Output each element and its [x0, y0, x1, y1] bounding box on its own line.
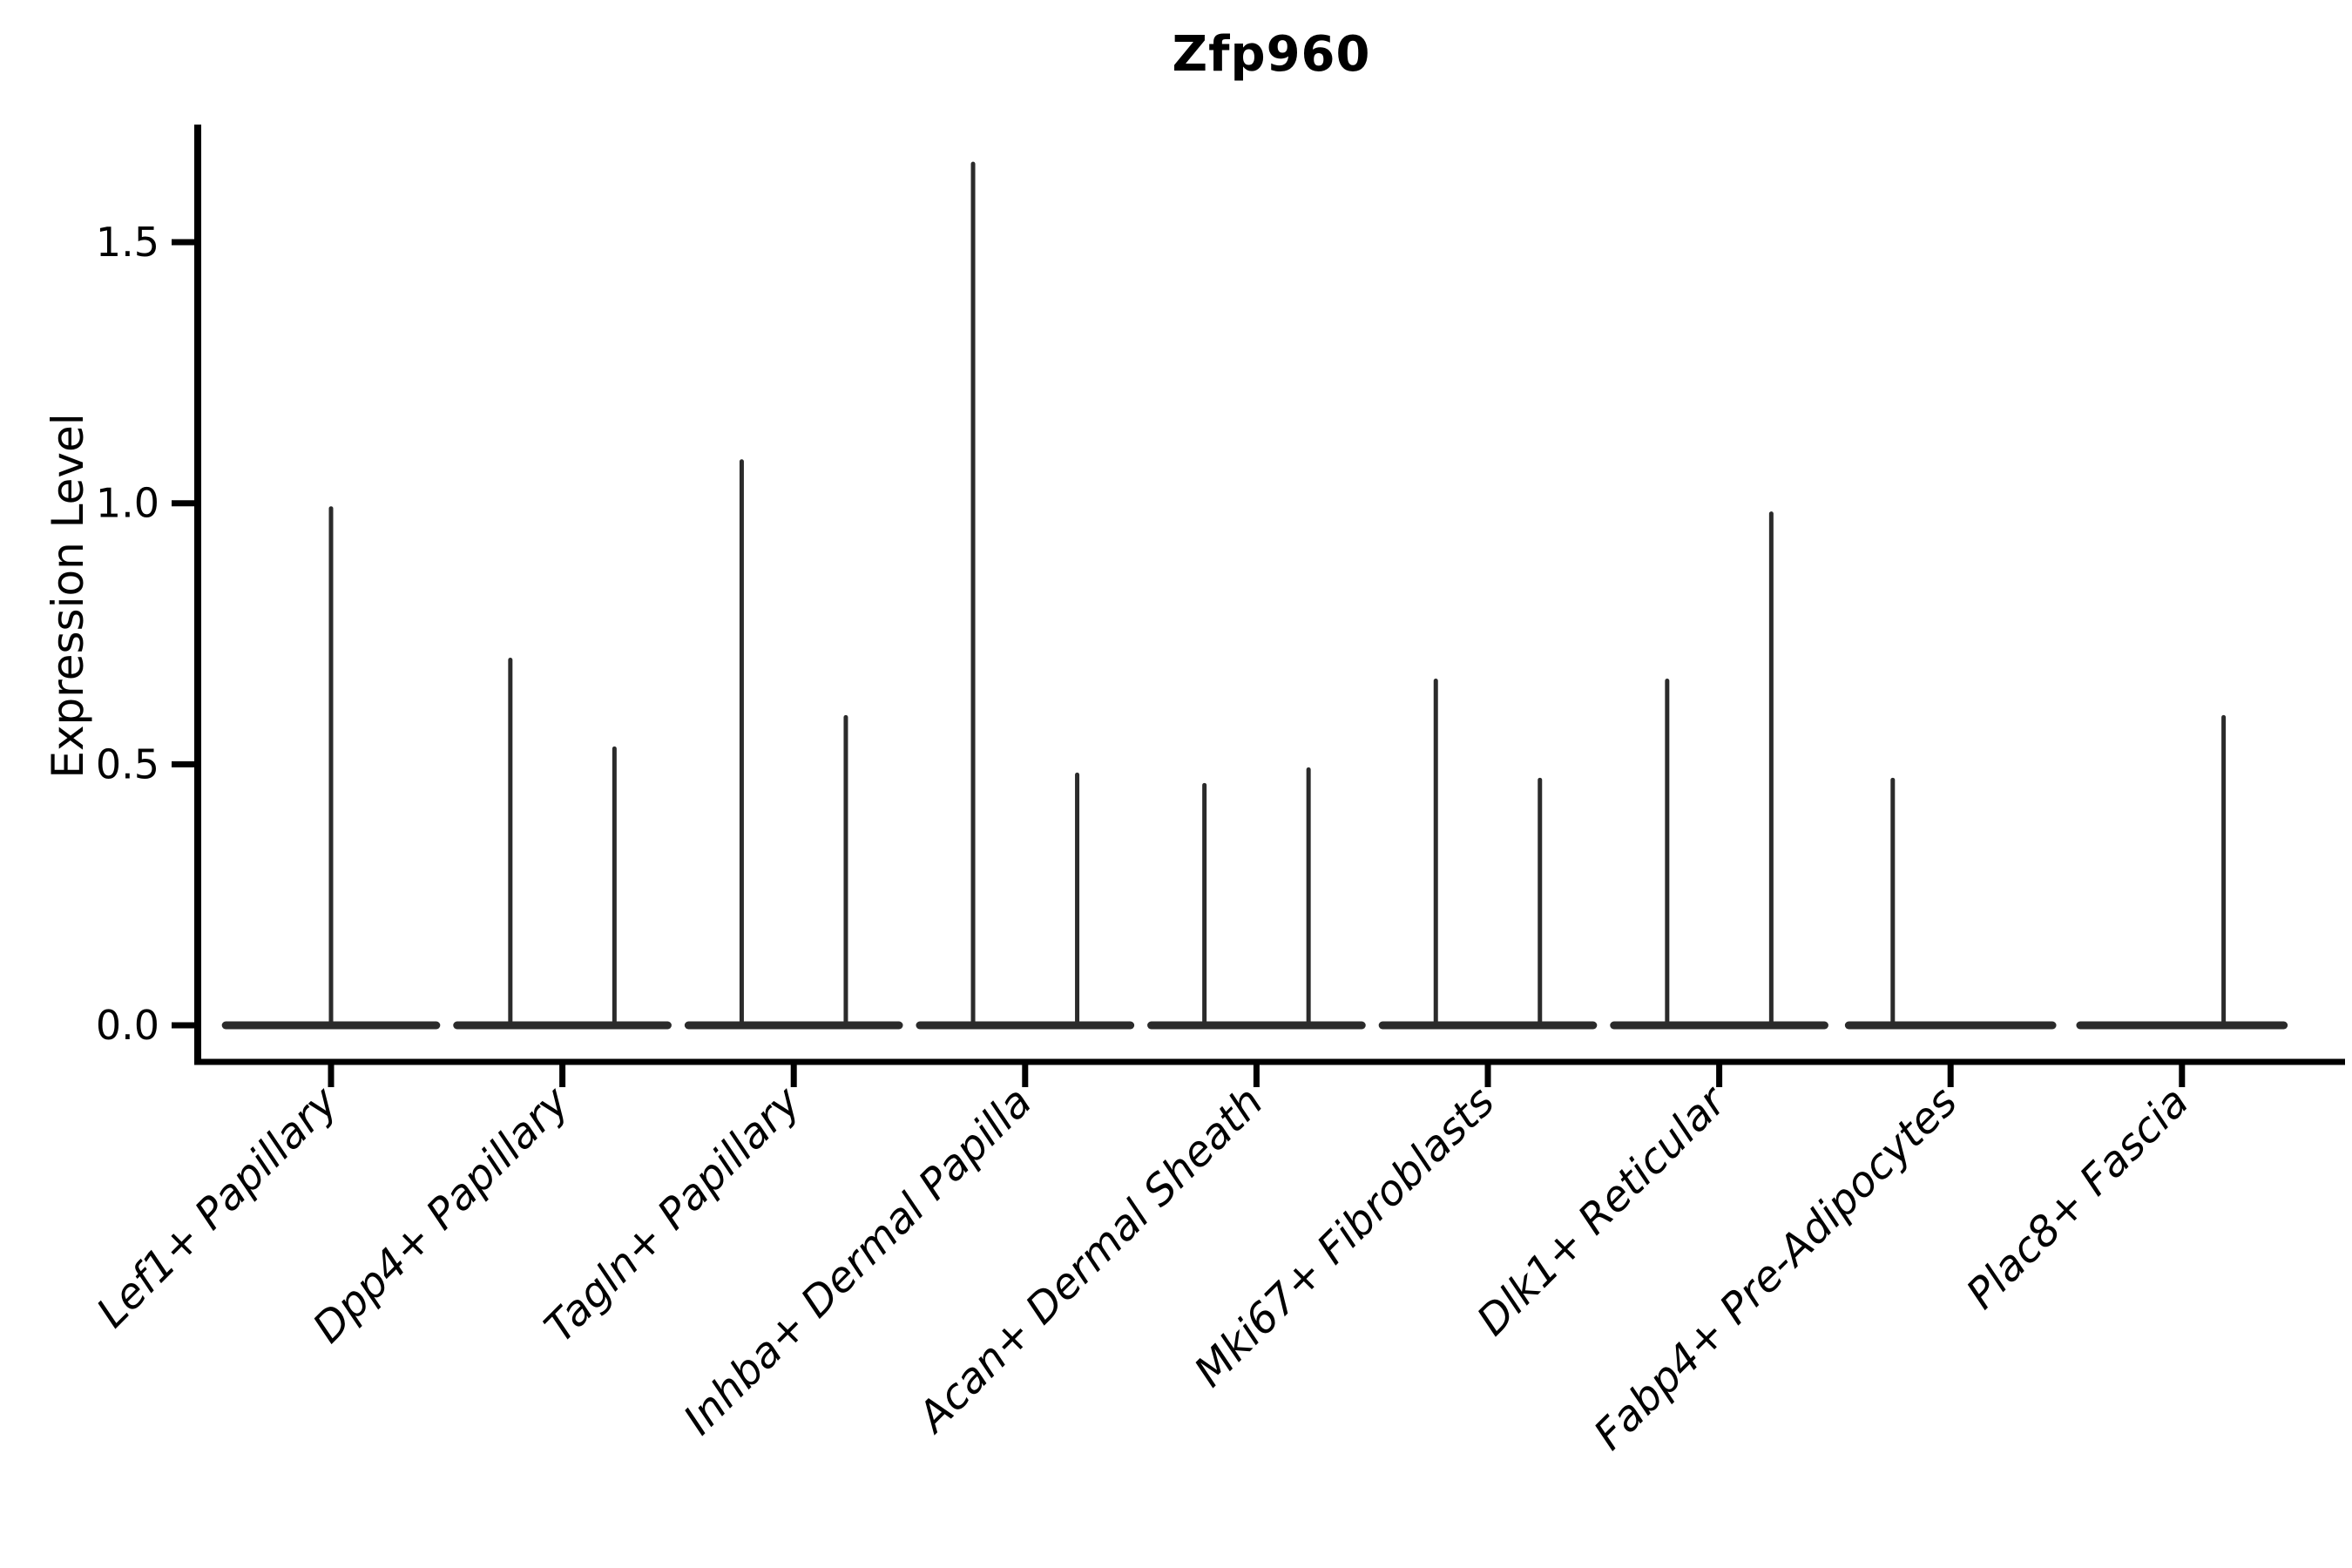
x-tick-label: Dpp4+ Papillary	[303, 1077, 578, 1352]
y-tick-label: 1.5	[96, 219, 159, 266]
chart-title: Zfp960	[1172, 26, 1371, 83]
y-tick-label: 1.0	[96, 480, 159, 527]
x-tick-label: Lef1+ Papillary	[87, 1077, 348, 1337]
x-tick-label: Fabp4+ Pre-Adipocytes	[1585, 1078, 1967, 1460]
x-tick-label: Tagln+ Papillary	[535, 1077, 810, 1352]
y-tick-label: 0.0	[96, 1002, 159, 1049]
x-tick-label: Dlk1+ Reticular	[1468, 1076, 1738, 1346]
x-tick-label: Plac8+ Fascia	[1957, 1078, 2199, 1319]
y-tick-label: 0.5	[96, 740, 159, 787]
